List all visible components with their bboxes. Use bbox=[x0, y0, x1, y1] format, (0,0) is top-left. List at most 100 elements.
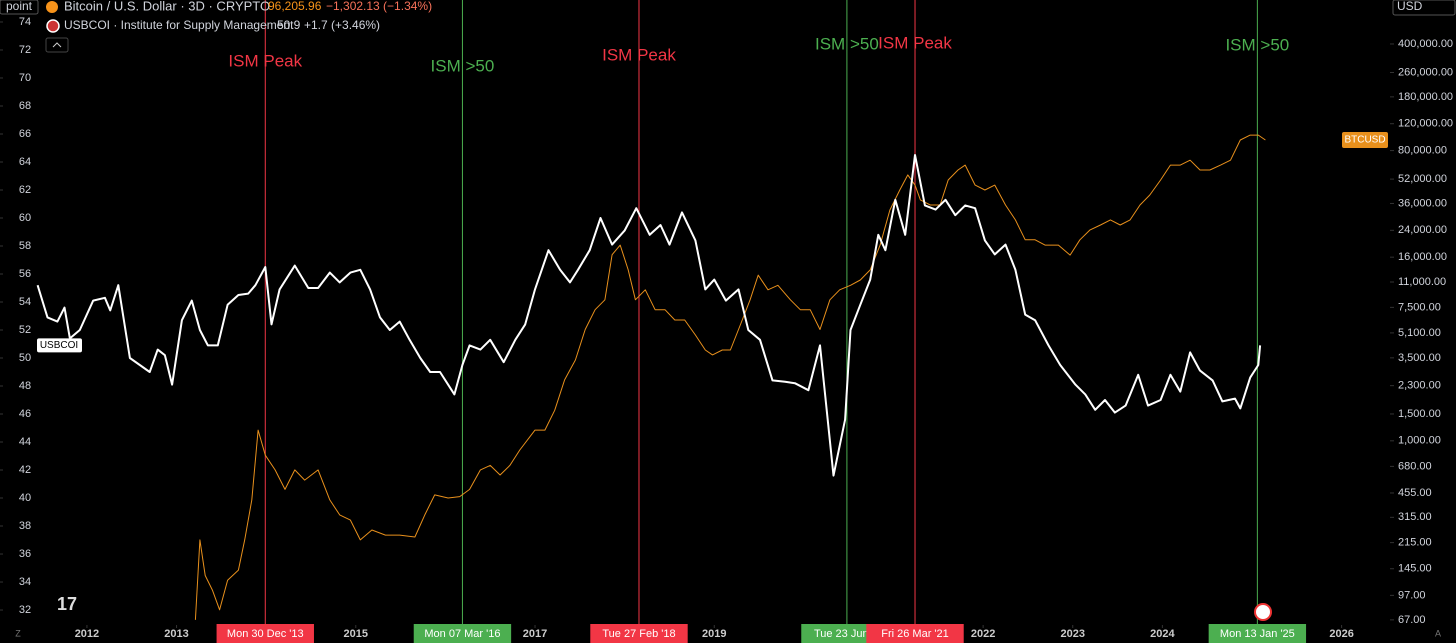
event-label: ISM Peak bbox=[228, 51, 302, 70]
y2-tick-label: 260,000.00 bbox=[1398, 66, 1453, 78]
event-date-box bbox=[866, 624, 964, 643]
y-tick-label: 56 bbox=[19, 268, 31, 280]
corner-left[interactable]: Z bbox=[15, 628, 21, 638]
y-tick-label: 46 bbox=[19, 408, 31, 420]
symbol-title[interactable]: Bitcoin / U.S. Dollar · 3D · CRYPTO bbox=[64, 0, 270, 13]
y-tick-label: 36 bbox=[19, 548, 31, 560]
right-axis-bg bbox=[1390, 0, 1456, 643]
x-tick-label: 2024 bbox=[1150, 628, 1175, 640]
series-line bbox=[36, 154, 1262, 477]
x-tick-label: 2012 bbox=[75, 628, 99, 640]
indicator-change: +1.7 (+3.46%) bbox=[304, 18, 380, 32]
tv-logo[interactable]: 17 bbox=[57, 594, 77, 614]
currency-label[interactable]: USD bbox=[1397, 0, 1423, 13]
y2-tick-label: 120,000.00 bbox=[1398, 118, 1453, 130]
corner-right[interactable]: A bbox=[1435, 628, 1441, 638]
y2-tick-label: 24,000.00 bbox=[1398, 224, 1447, 236]
mode-button[interactable] bbox=[0, 0, 39, 15]
series-tag bbox=[1342, 132, 1388, 149]
event-date-label: Tue 23 Jun '2 bbox=[814, 628, 880, 640]
y-tick-label: 68 bbox=[19, 100, 31, 112]
y-tick-label: 54 bbox=[19, 296, 31, 308]
y2-tick-label: 455.00 bbox=[1398, 487, 1432, 499]
series-tag-label: USBCOI bbox=[40, 340, 78, 351]
indicator-title[interactable]: USBCOI · Institute for Supply Management bbox=[64, 18, 294, 32]
y-tick-label: 62 bbox=[19, 184, 31, 196]
y2-tick-label: 400,000.00 bbox=[1398, 38, 1453, 50]
y-tick-label: 74 bbox=[19, 16, 31, 28]
y-tick-label: 38 bbox=[19, 520, 31, 532]
event-date-label: Mon 30 Dec '13 bbox=[227, 628, 304, 640]
y2-tick-label: 680.00 bbox=[1398, 460, 1432, 472]
y2-tick-label: 1,000.00 bbox=[1398, 435, 1441, 447]
event-label: ISM >50 bbox=[1225, 35, 1289, 54]
y2-tick-label: 67.00 bbox=[1398, 614, 1426, 626]
y2-tick-label: 2,300.00 bbox=[1398, 380, 1441, 392]
y-tick-label: 40 bbox=[19, 492, 31, 504]
event-date-label: Mon 13 Jan '25 bbox=[1220, 628, 1295, 640]
price: 96,205.96 bbox=[268, 0, 322, 13]
collapse-button[interactable] bbox=[45, 37, 69, 53]
series-line bbox=[194, 134, 1266, 620]
event-date-label: Tue 27 Feb '18 bbox=[602, 628, 675, 640]
event-label: ISM Peak bbox=[602, 45, 676, 64]
series-tag-label: BTCUSD bbox=[1344, 135, 1385, 146]
x-tick-label: 2013 bbox=[164, 628, 188, 640]
y2-tick-label: 3,500.00 bbox=[1398, 352, 1441, 364]
y2-tick-label: 52,000.00 bbox=[1398, 173, 1447, 185]
event-date-label: Mon 07 Mar '16 bbox=[424, 628, 500, 640]
x-tick-label: 2026 bbox=[1329, 628, 1353, 640]
event-date-box bbox=[413, 624, 512, 643]
event-date-label: Fri 26 Mar '21 bbox=[881, 628, 949, 640]
y-tick-label: 60 bbox=[19, 212, 31, 224]
x-tick-label: 2023 bbox=[1061, 628, 1085, 640]
event-date-box bbox=[1208, 624, 1307, 643]
y-tick-label: 42 bbox=[19, 464, 31, 476]
y-tick-label: 52 bbox=[19, 324, 31, 336]
y-tick-label: 66 bbox=[19, 128, 31, 140]
y2-tick-label: 145.00 bbox=[1398, 563, 1432, 575]
y-tick-label: 58 bbox=[19, 240, 31, 252]
mode-button-label[interactable]: point bbox=[6, 0, 33, 13]
y-tick-label: 44 bbox=[19, 436, 31, 448]
y-tick-label: 72 bbox=[19, 44, 31, 56]
x-tick-label: 2017 bbox=[523, 628, 547, 640]
indicator-value: 50.9 bbox=[277, 18, 301, 32]
x-tick-label: 2022 bbox=[971, 628, 995, 640]
y2-tick-label: 97.00 bbox=[1398, 589, 1426, 601]
y2-tick-label: 5,100.00 bbox=[1398, 327, 1441, 339]
us-flag-icon bbox=[46, 19, 60, 33]
series-tag bbox=[37, 338, 82, 353]
y-tick-label: 64 bbox=[19, 156, 31, 168]
y-tick-label: 70 bbox=[19, 72, 31, 84]
event-label: ISM >50 bbox=[815, 34, 879, 53]
y2-tick-label: 16,000.00 bbox=[1398, 251, 1447, 263]
collapse-icon[interactable] bbox=[52, 42, 62, 48]
y2-tick-label: 1,500.00 bbox=[1398, 408, 1441, 420]
y2-tick-label: 315.00 bbox=[1398, 511, 1432, 523]
currency-button[interactable] bbox=[1392, 0, 1456, 16]
y2-tick-label: 36,000.00 bbox=[1398, 197, 1447, 209]
event-label: ISM Peak bbox=[878, 33, 952, 52]
y2-tick-label: 215.00 bbox=[1398, 537, 1432, 549]
y2-tick-label: 7,500.00 bbox=[1398, 301, 1441, 313]
y-tick-label: 34 bbox=[19, 576, 31, 588]
y2-tick-label: 80,000.00 bbox=[1398, 144, 1447, 156]
price-change: −1,302.13 (−1.34%) bbox=[326, 0, 432, 13]
event-date-box bbox=[216, 624, 314, 643]
y-tick-label: 50 bbox=[19, 352, 31, 364]
y-tick-label: 48 bbox=[19, 380, 31, 392]
y2-tick-label: 180,000.00 bbox=[1398, 91, 1453, 103]
x-tick-label: 2015 bbox=[344, 628, 368, 640]
event-icon[interactable] bbox=[1254, 603, 1272, 621]
event-label: ISM >50 bbox=[431, 56, 495, 75]
y2-tick-label: 11,000.00 bbox=[1398, 276, 1446, 288]
btc-icon bbox=[46, 1, 58, 13]
x-tick-label: 2019 bbox=[702, 628, 726, 640]
event-date-box bbox=[590, 624, 688, 643]
